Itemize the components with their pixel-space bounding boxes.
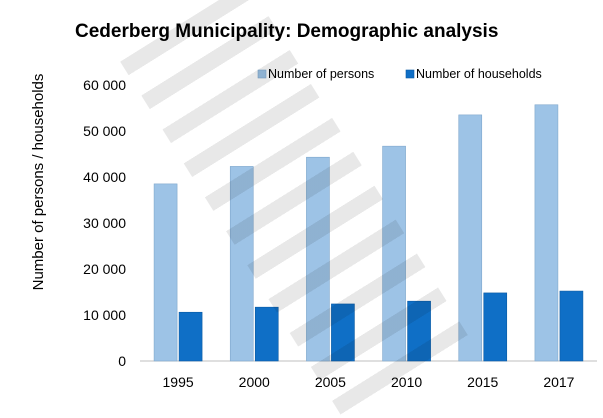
y-tick-label: 50 000 [83, 123, 126, 139]
x-tick-label: 2017 [543, 374, 574, 390]
axes: 0 10 000 20 000 30 000 40 000 50 000 60 000 199… [83, 77, 597, 390]
x-tick-label: 2005 [315, 374, 346, 390]
bar-persons-2010 [382, 145, 406, 362]
legend-swatch [257, 69, 267, 79]
bar-persons-2005 [306, 156, 330, 362]
y-tick-label: 40 000 [83, 169, 126, 185]
bar-households-1995 [178, 311, 203, 362]
bar-persons-1995 [153, 183, 178, 362]
bar-persons-2000 [229, 166, 254, 362]
y-tick-label: 20 000 [83, 261, 126, 277]
x-tick-label: 2015 [467, 374, 498, 390]
legend-swatch [405, 69, 415, 79]
bar-households-2000 [254, 306, 279, 362]
bar-households-2010 [407, 300, 431, 362]
chart-frame: Cederberg Municipality: Demographic anal… [30, 0, 597, 418]
x-tick-label: 2010 [391, 374, 422, 390]
x-tick-label: 1995 [163, 374, 194, 390]
legend: Number of persons Number of households [257, 67, 542, 81]
y-tick-label: 60 000 [83, 77, 126, 93]
bar-households-2017 [559, 290, 584, 362]
bars [153, 104, 584, 362]
bar-persons-2017 [534, 104, 559, 362]
bar-households-2015 [483, 292, 508, 362]
y-tick-label: 10 000 [83, 307, 126, 323]
chart-title: Cederberg Municipality: Demographic anal… [75, 21, 498, 42]
y-tick-label: 0 [118, 353, 126, 369]
x-tick-label: 2000 [239, 374, 270, 390]
bar-persons-2015 [458, 114, 483, 362]
legend-label: Number of persons [268, 67, 374, 81]
chart: Cederberg Municipality: Demographic anal… [30, 21, 597, 390]
y-axis-label: Number of persons / households [30, 74, 47, 291]
legend-label: Number of households [416, 67, 542, 81]
bar-households-2005 [331, 303, 355, 362]
y-tick-label: 30 000 [83, 215, 126, 231]
